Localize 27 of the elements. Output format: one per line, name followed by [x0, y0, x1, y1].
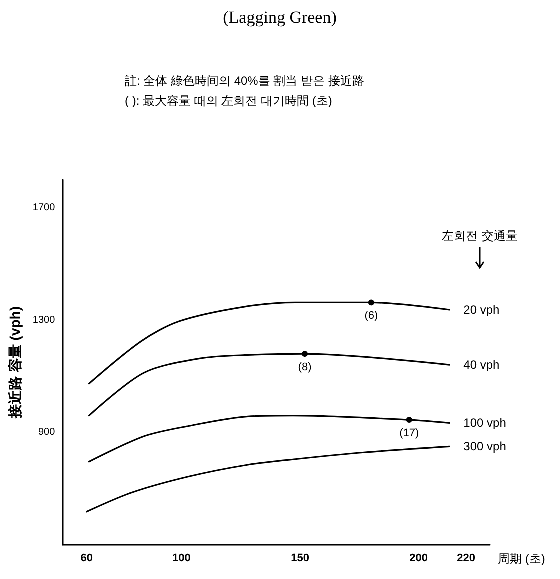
series-label: 40 vph — [464, 358, 500, 372]
line-series — [86, 446, 450, 513]
x-tick-label: 100 — [172, 552, 191, 564]
line-series — [88, 415, 450, 463]
y-tick-label: 1300 — [32, 314, 56, 326]
x-tick-label: 150 — [291, 552, 310, 564]
y-tick-label: 900 — [38, 427, 56, 438]
series-label: 300 vph — [464, 440, 506, 454]
series-label: 20 vph — [464, 302, 500, 317]
series-label: 100 vph — [464, 416, 506, 430]
chart-title: (Lagging Green) — [223, 8, 337, 27]
x-tick-label: 200 — [410, 552, 428, 564]
y-tick-label: 1700 — [32, 202, 56, 214]
annotation: (17) — [400, 428, 420, 440]
line-series — [88, 300, 450, 385]
x-tick-label: 220 — [457, 552, 476, 564]
point — [368, 300, 374, 306]
point — [302, 351, 308, 358]
x-axis-title: 周期 (초) — [498, 552, 546, 566]
line-series — [88, 351, 450, 417]
point — [406, 417, 412, 424]
y-axis-title: 接近路 容量 (vph) — [7, 306, 23, 420]
legend-title: 左회전 交通量 — [441, 228, 519, 245]
annotation: (8) — [298, 362, 312, 374]
x-tick-label: 60 — [80, 552, 93, 564]
chart-subtitle: 註: 全体 綠色時间의 40%를 割当 받은 接近路 ( ): 最大容量 때의 左회전 대기時間 (초) — [125, 74, 364, 108]
annotation: (6) — [364, 310, 378, 322]
